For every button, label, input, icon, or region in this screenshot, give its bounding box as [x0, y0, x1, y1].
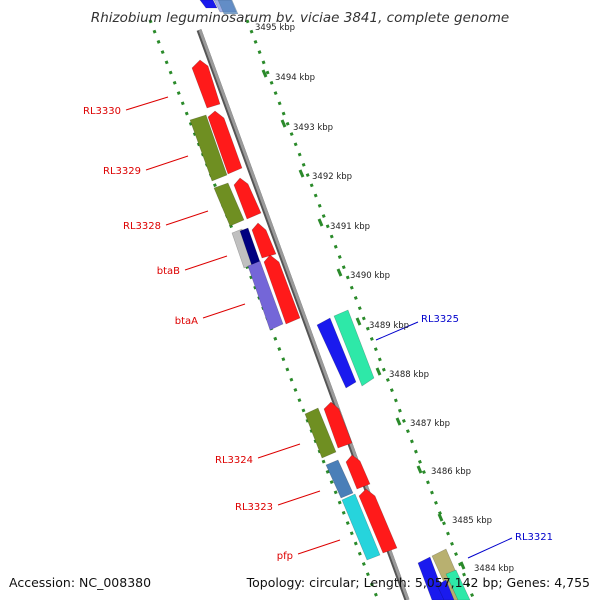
- gene-block[interactable]: [323, 401, 353, 449]
- gene-block[interactable]: [217, 0, 239, 15]
- gene-label[interactable]: RL3328: [123, 221, 161, 232]
- gene-label[interactable]: pfp: [277, 551, 293, 562]
- gene-block[interactable]: [233, 177, 262, 220]
- topology-text: Topology: circular; Length: 5,057,142 bp…: [246, 575, 590, 590]
- label-leaders: [125, 96, 513, 559]
- tick-label: 3488 kbp: [389, 370, 429, 380]
- gene-block[interactable]: [263, 254, 301, 325]
- gene-block[interactable]: [325, 459, 354, 499]
- gene-block[interactable]: [247, 260, 284, 331]
- tick-label: 3494 kbp: [275, 73, 315, 83]
- tick-labels: 3495 kbp 3494 kbp 3493 kbp 3492 kbp 3491…: [255, 23, 514, 574]
- gene-block[interactable]: [316, 317, 357, 389]
- gene-label[interactable]: btaA: [175, 316, 198, 327]
- outer-dotted-track: [245, 19, 476, 600]
- gene-block[interactable]: [199, 0, 218, 9]
- gene-label[interactable]: RL3330: [83, 106, 121, 117]
- gene-label[interactable]: RL3329: [103, 166, 141, 177]
- tick-label: 3492 kbp: [312, 172, 352, 182]
- tick-label: 3486 kbp: [431, 467, 471, 477]
- inner-dotted-track: [148, 19, 380, 600]
- gene-block[interactable]: [436, 579, 455, 600]
- gene-block[interactable]: [191, 59, 221, 109]
- gene-block[interactable]: [333, 309, 375, 387]
- map-title: Rhizobium leguminosarum bv. viciae 3841,…: [91, 10, 509, 26]
- gene-block[interactable]: [207, 110, 243, 175]
- tick-label: 3495 kbp: [255, 23, 295, 33]
- gene-block[interactable]: [189, 114, 228, 182]
- tick-label: 3489 kbp: [369, 321, 409, 331]
- gene-block[interactable]: [213, 182, 245, 227]
- gene-block[interactable]: [341, 493, 381, 561]
- gene-block[interactable]: [345, 454, 371, 490]
- tick-label: 3493 kbp: [293, 123, 333, 133]
- tick-marks: [261, 69, 466, 570]
- gene-label[interactable]: btaB: [157, 266, 180, 277]
- tick-label: 3491 kbp: [330, 222, 370, 232]
- accession-text: Accession: NC_008380: [9, 575, 151, 590]
- gene-labels: RL3330 RL3329 RL3328 btaB btaA RL3325 RL…: [83, 106, 553, 562]
- tick-label: 3485 kbp: [452, 516, 492, 526]
- gene-label[interactable]: RL3324: [215, 455, 253, 466]
- gene-block[interactable]: [445, 569, 471, 600]
- gene-label[interactable]: RL3325: [421, 314, 459, 325]
- tick-label: 3490 kbp: [350, 271, 390, 281]
- tick-label: 3484 kbp: [474, 564, 514, 574]
- gene-block[interactable]: [358, 488, 398, 554]
- gene-label[interactable]: RL3321: [515, 532, 553, 543]
- gene-blocks: [189, 0, 471, 600]
- gene-block[interactable]: [304, 407, 337, 459]
- gene-label[interactable]: RL3323: [235, 502, 273, 513]
- tick-label: 3487 kbp: [410, 419, 450, 429]
- gene-block[interactable]: [251, 222, 277, 259]
